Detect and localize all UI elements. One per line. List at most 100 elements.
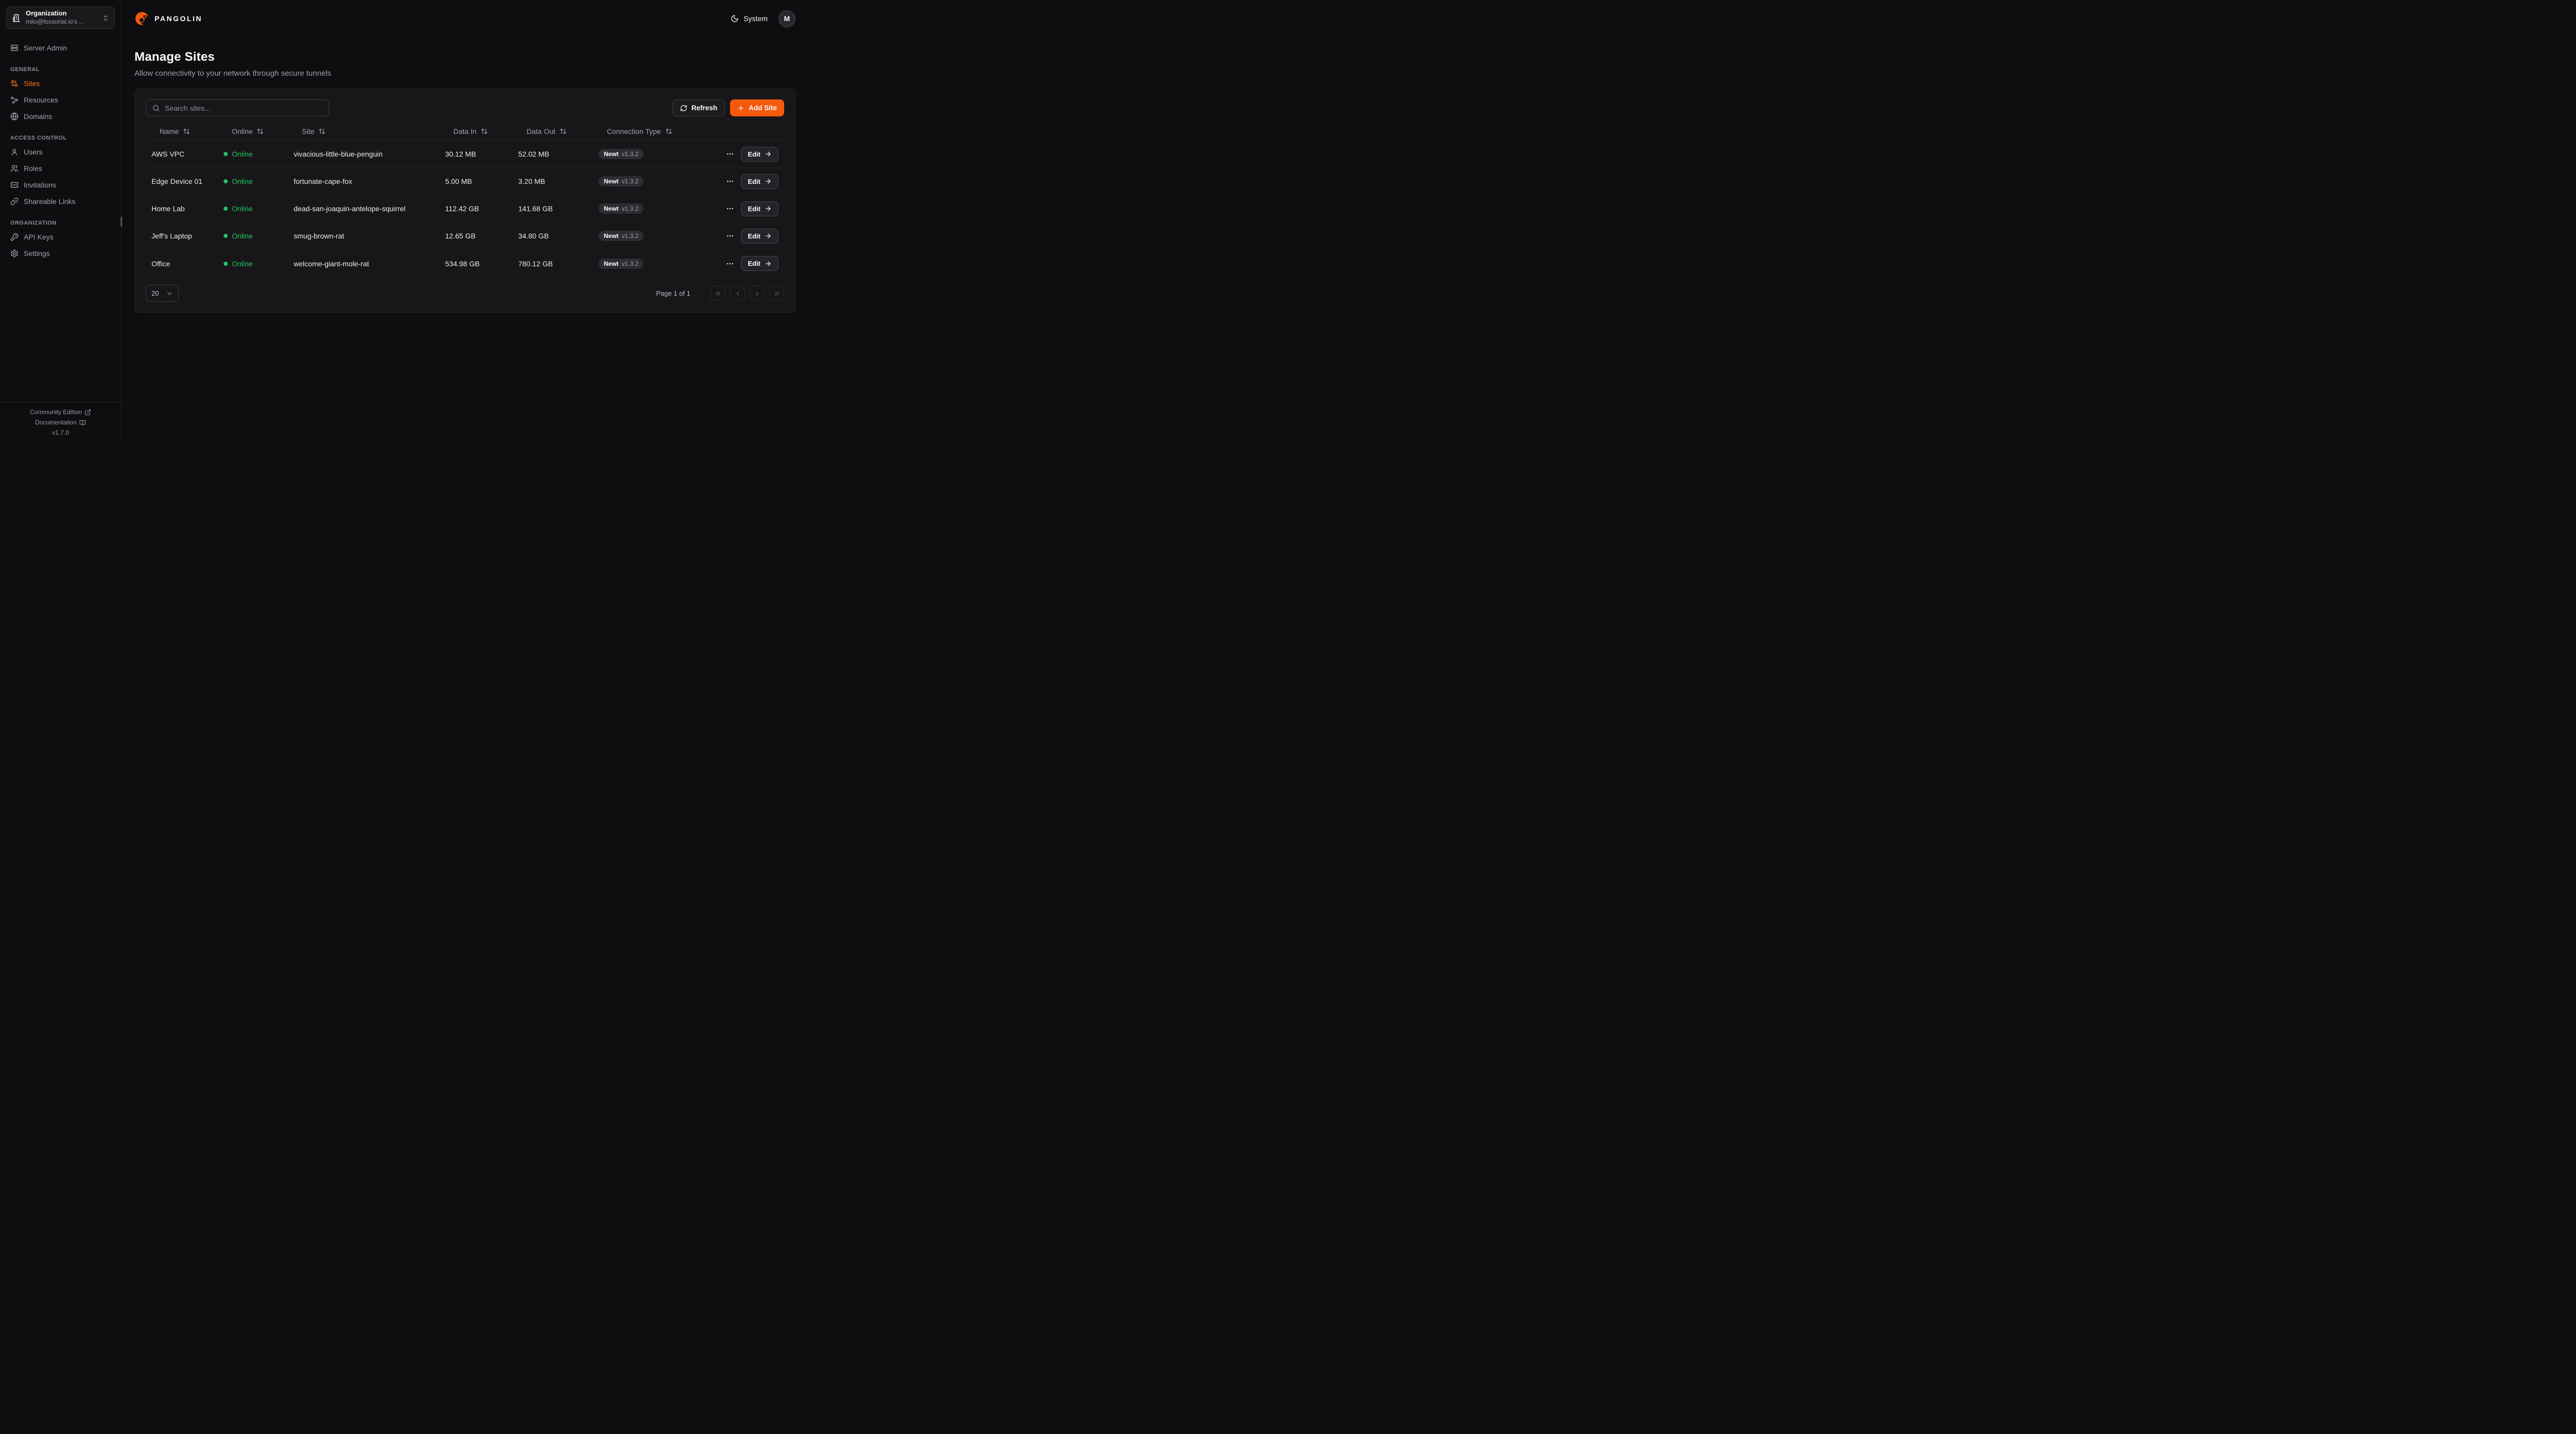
- sidebar-item-label: Sites: [24, 79, 40, 88]
- sidebar-body: Organization milo@fossorial.io's ... Ser…: [0, 0, 121, 402]
- sidebar-section-general: GENERAL: [10, 66, 40, 73]
- avatar[interactable]: M: [778, 10, 795, 27]
- sidebar-item-invitations[interactable]: Invitations: [6, 177, 115, 193]
- online-dot-icon: [224, 234, 228, 238]
- chevron-down-icon: [166, 290, 173, 297]
- sidebar-item-label: Shareable Links: [24, 197, 76, 206]
- edit-button[interactable]: Edit: [741, 228, 778, 244]
- search-icon: [152, 104, 160, 112]
- user-icon: [10, 148, 19, 156]
- connection-type-label: Newt: [604, 178, 619, 185]
- edit-button[interactable]: Edit: [741, 256, 778, 271]
- footer-link-label: Community Edition: [30, 408, 82, 416]
- sidebar-item-sites[interactable]: Sites: [6, 75, 115, 92]
- users-icon: [10, 164, 19, 173]
- arrow-right-icon: [765, 232, 772, 240]
- arrow-right-icon: [765, 150, 772, 158]
- add-site-label: Add Site: [749, 104, 777, 112]
- sites-table: Name Online Site Data In Data Out: [146, 123, 784, 277]
- connection-type-cell: Newt v1.3.2: [593, 149, 717, 159]
- sidebar-item-resources[interactable]: Resources: [6, 92, 115, 108]
- row-menu-button[interactable]: [726, 150, 734, 158]
- next-page-button[interactable]: [750, 286, 765, 301]
- sidebar-resize-handle[interactable]: [121, 217, 122, 227]
- table-row: Office Online welcome-giant-mole-rat 534…: [146, 250, 784, 277]
- row-menu-button[interactable]: [726, 232, 734, 240]
- page-status: Page 1 of 1: [656, 289, 691, 297]
- table-row: Edge Device 01 Online fortunate-cape-fox…: [146, 168, 784, 195]
- edit-button[interactable]: Edit: [741, 201, 778, 216]
- main-area: PANGOLIN System M Manage Sites Allow con…: [122, 0, 808, 443]
- column-label: Connection Type: [607, 127, 661, 135]
- row-actions: Edit: [717, 201, 784, 216]
- last-page-button[interactable]: [769, 286, 784, 301]
- connection-type-cell: Newt v1.3.2: [593, 176, 717, 186]
- online-status-cell: Online: [218, 177, 288, 185]
- sidebar-item-users[interactable]: Users: [6, 144, 115, 160]
- site-name-cell: Jeff's Laptop: [151, 232, 192, 240]
- sidebar-item-label: Roles: [24, 164, 42, 173]
- topbar: PANGOLIN System M: [122, 0, 808, 37]
- sidebar-item-label: Resources: [24, 96, 58, 104]
- refresh-button[interactable]: Refresh: [672, 99, 725, 116]
- online-dot-icon: [224, 207, 228, 211]
- server-icon: [10, 44, 19, 52]
- theme-toggle-label: System: [743, 14, 768, 23]
- org-switcher-texts: Organization milo@fossorial.io's ...: [26, 9, 97, 26]
- row-menu-button[interactable]: [726, 204, 734, 213]
- documentation-link[interactable]: Documentation: [35, 419, 86, 426]
- row-menu-button[interactable]: [726, 177, 734, 185]
- sidebar-item-label: Users: [24, 148, 43, 156]
- arrow-right-icon: [765, 205, 772, 212]
- search-input[interactable]: [165, 104, 323, 112]
- add-site-button[interactable]: Add Site: [730, 99, 784, 116]
- sort-icon: [257, 128, 264, 135]
- column-header-name[interactable]: Name: [146, 127, 218, 135]
- column-label: Name: [160, 127, 179, 135]
- org-switcher-value: milo@fossorial.io's ...: [26, 18, 84, 26]
- sites-toolbar: Refresh Add Site: [146, 99, 784, 116]
- column-header-connection-type[interactable]: Connection Type: [593, 127, 717, 135]
- org-switcher[interactable]: Organization milo@fossorial.io's ...: [6, 7, 115, 29]
- online-status-label: Online: [232, 204, 253, 213]
- row-menu-button[interactable]: [726, 260, 734, 268]
- edit-button[interactable]: Edit: [741, 174, 778, 189]
- sidebar-item-roles[interactable]: Roles: [6, 160, 115, 177]
- theme-toggle-button[interactable]: System: [731, 14, 768, 23]
- sidebar-item-label: Invitations: [24, 181, 57, 189]
- connection-badge: Newt v1.3.2: [599, 258, 644, 269]
- community-edition-link[interactable]: Community Edition: [30, 408, 91, 416]
- column-header-online[interactable]: Online: [218, 127, 288, 135]
- column-header-data-in[interactable]: Data In: [439, 127, 513, 135]
- page-subtitle: Allow connectivity to your network throu…: [134, 69, 331, 78]
- page-size-select[interactable]: 20: [146, 285, 179, 302]
- app-version: v1.7.0: [52, 429, 69, 436]
- column-label: Data In: [453, 127, 477, 135]
- brand-name: PANGOLIN: [155, 14, 202, 23]
- site-id-cell: fortunate-cape-fox: [294, 177, 352, 185]
- sidebar-item-api-keys[interactable]: API Keys: [6, 229, 115, 245]
- sidebar-item-domains[interactable]: Domains: [6, 108, 115, 125]
- sort-icon: [318, 128, 326, 135]
- first-page-button[interactable]: [710, 286, 725, 301]
- sidebar-item-server-admin[interactable]: Server Admin: [6, 40, 115, 56]
- row-actions: Edit: [717, 146, 784, 162]
- site-name-cell: Office: [151, 259, 171, 268]
- globe-icon: [10, 112, 19, 121]
- data-in-cell: 5.00 MB: [445, 177, 472, 185]
- column-header-data-out[interactable]: Data Out: [513, 127, 593, 135]
- brand[interactable]: PANGOLIN: [134, 11, 202, 26]
- sidebar-item-shareable-links[interactable]: Shareable Links: [6, 193, 115, 210]
- pangolin-logo-icon: [134, 11, 150, 26]
- pagination: 20 Page 1 of 1: [146, 285, 784, 302]
- previous-page-button[interactable]: [730, 286, 745, 301]
- data-in-cell: 534.98 GB: [445, 259, 480, 268]
- connection-version-label: v1.3.2: [621, 232, 639, 240]
- data-in-cell: 112.42 GB: [445, 204, 479, 213]
- column-header-site[interactable]: Site: [288, 127, 439, 135]
- edit-button-label: Edit: [748, 177, 760, 185]
- edit-button[interactable]: Edit: [741, 146, 778, 162]
- table-row: Home Lab Online dead-san-joaquin-antelop…: [146, 195, 784, 223]
- connection-version-label: v1.3.2: [621, 150, 639, 158]
- sidebar-item-settings[interactable]: Settings: [6, 245, 115, 262]
